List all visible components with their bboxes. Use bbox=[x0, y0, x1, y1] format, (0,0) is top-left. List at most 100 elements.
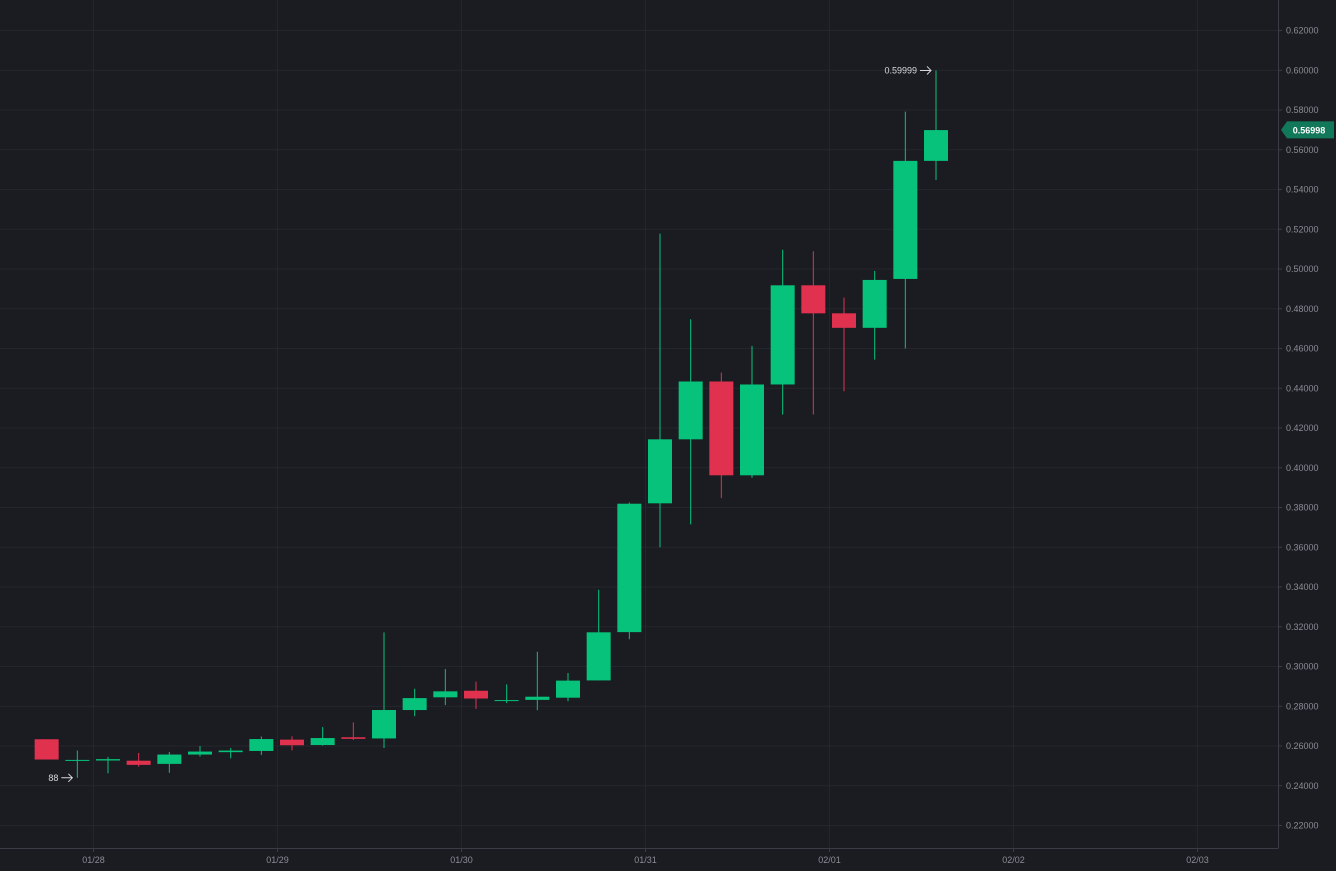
candle-body bbox=[801, 285, 826, 314]
candle-up[interactable] bbox=[893, 111, 918, 349]
price-tick-label: 0.30000 bbox=[1286, 662, 1319, 672]
candle-body bbox=[556, 680, 580, 698]
time-tick-label: 02/01 bbox=[818, 855, 841, 865]
grid-lines bbox=[0, 0, 1278, 848]
max-price-label: 0.59999 bbox=[884, 65, 917, 75]
price-tick-label: 0.32000 bbox=[1286, 622, 1319, 632]
price-tick-label: 0.62000 bbox=[1286, 26, 1319, 36]
time-tick-label: 02/02 bbox=[1002, 855, 1025, 865]
candle-up[interactable] bbox=[96, 756, 120, 774]
candle-body bbox=[341, 737, 366, 739]
price-tick-label: 0.28000 bbox=[1286, 701, 1319, 711]
candle-body bbox=[96, 759, 120, 761]
candle-body bbox=[494, 700, 519, 702]
candle-up[interactable] bbox=[862, 270, 887, 360]
price-axis[interactable]: 0.22000 0.24000 0.26000 0.28000 0.30000 0.320… bbox=[1278, 26, 1319, 831]
candle-up[interactable] bbox=[525, 651, 550, 711]
candle-body bbox=[740, 384, 764, 476]
candle-up[interactable] bbox=[556, 673, 580, 702]
candle-up[interactable] bbox=[740, 345, 764, 478]
price-tick-label: 0.54000 bbox=[1286, 185, 1319, 195]
price-tick-label: 0.46000 bbox=[1286, 344, 1319, 354]
candle-body bbox=[372, 710, 396, 739]
time-tick-label: 01/30 bbox=[450, 855, 473, 865]
price-tick-label: 0.38000 bbox=[1286, 503, 1319, 513]
candle-body bbox=[464, 690, 488, 699]
candle-down[interactable] bbox=[341, 722, 366, 741]
candle-down[interactable] bbox=[709, 372, 734, 498]
candle-body bbox=[188, 751, 212, 755]
price-tick-label: 0.48000 bbox=[1286, 304, 1319, 314]
min-price-arrow-icon bbox=[61, 773, 74, 783]
candle-body bbox=[832, 313, 856, 328]
last-price-value: 0.56998 bbox=[1293, 125, 1326, 135]
candle-down[interactable] bbox=[801, 251, 826, 415]
candle-body bbox=[402, 698, 427, 711]
min-price-label: 88 bbox=[48, 773, 58, 783]
time-tick-label: 01/31 bbox=[634, 855, 657, 865]
candle-body bbox=[280, 739, 304, 746]
candle-up[interactable] bbox=[65, 750, 90, 778]
candle-down[interactable] bbox=[280, 736, 304, 751]
last-price-tag-shape bbox=[1281, 121, 1334, 139]
candles[interactable] bbox=[34, 70, 948, 778]
candle-body bbox=[525, 696, 550, 700]
time-axis[interactable]: 01/28 01/29 01/30 01/31 02/01 02/02 02/03 bbox=[82, 848, 1209, 865]
price-tick-label: 0.22000 bbox=[1286, 821, 1319, 831]
candle-up[interactable] bbox=[770, 249, 795, 415]
candle-body bbox=[218, 750, 243, 753]
candle-body bbox=[770, 285, 795, 385]
price-tick-label: 0.52000 bbox=[1286, 224, 1319, 234]
candle-body bbox=[34, 739, 59, 760]
candle-down[interactable] bbox=[34, 739, 59, 760]
candle-body bbox=[648, 439, 672, 504]
candle-up[interactable] bbox=[157, 751, 182, 773]
price-tick-label: 0.24000 bbox=[1286, 781, 1319, 791]
price-tick-label: 0.36000 bbox=[1286, 542, 1319, 552]
candle-up[interactable] bbox=[924, 70, 948, 180]
candle-up[interactable] bbox=[218, 747, 243, 759]
candle-up[interactable] bbox=[249, 736, 274, 755]
candle-body bbox=[862, 279, 887, 328]
candle-body bbox=[924, 130, 948, 161]
candle-up[interactable] bbox=[433, 669, 458, 706]
candle-up[interactable] bbox=[402, 688, 427, 717]
candle-down[interactable] bbox=[832, 297, 856, 392]
candle-body bbox=[586, 632, 611, 681]
max-price-arrow-icon bbox=[920, 66, 932, 75]
candle-body bbox=[126, 760, 151, 765]
time-tick-label: 01/29 bbox=[266, 855, 289, 865]
price-tick-label: 0.56000 bbox=[1286, 145, 1319, 155]
price-tick-label: 0.50000 bbox=[1286, 264, 1319, 274]
price-tick-label: 0.40000 bbox=[1286, 463, 1319, 473]
price-tick-label: 0.44000 bbox=[1286, 383, 1319, 393]
candle-up[interactable] bbox=[678, 319, 703, 525]
candle-down[interactable] bbox=[464, 681, 488, 709]
candle-up[interactable] bbox=[310, 727, 335, 746]
candle-up[interactable] bbox=[648, 233, 672, 548]
candle-down[interactable] bbox=[126, 752, 151, 767]
candle-up[interactable] bbox=[494, 684, 519, 704]
candle-up[interactable] bbox=[188, 746, 212, 757]
candle-up[interactable] bbox=[617, 502, 642, 640]
candle-body bbox=[433, 691, 458, 698]
time-tick-label: 02/03 bbox=[1186, 855, 1209, 865]
candle-body bbox=[65, 759, 90, 761]
candle-body bbox=[310, 738, 335, 746]
price-tick-label: 0.26000 bbox=[1286, 741, 1319, 751]
last-price-tag: 0.56998 bbox=[1281, 121, 1334, 139]
price-tick-label: 0.58000 bbox=[1286, 105, 1319, 115]
candle-body bbox=[157, 754, 182, 764]
candle-body bbox=[893, 160, 918, 279]
candle-body bbox=[249, 739, 274, 751]
candle-up[interactable] bbox=[372, 632, 396, 748]
candle-body bbox=[678, 381, 703, 440]
candle-body bbox=[617, 503, 642, 633]
time-tick-label: 01/28 bbox=[82, 855, 105, 865]
price-tick-label: 0.34000 bbox=[1286, 582, 1319, 592]
candle-up[interactable] bbox=[586, 589, 611, 681]
candle-body bbox=[709, 381, 734, 476]
